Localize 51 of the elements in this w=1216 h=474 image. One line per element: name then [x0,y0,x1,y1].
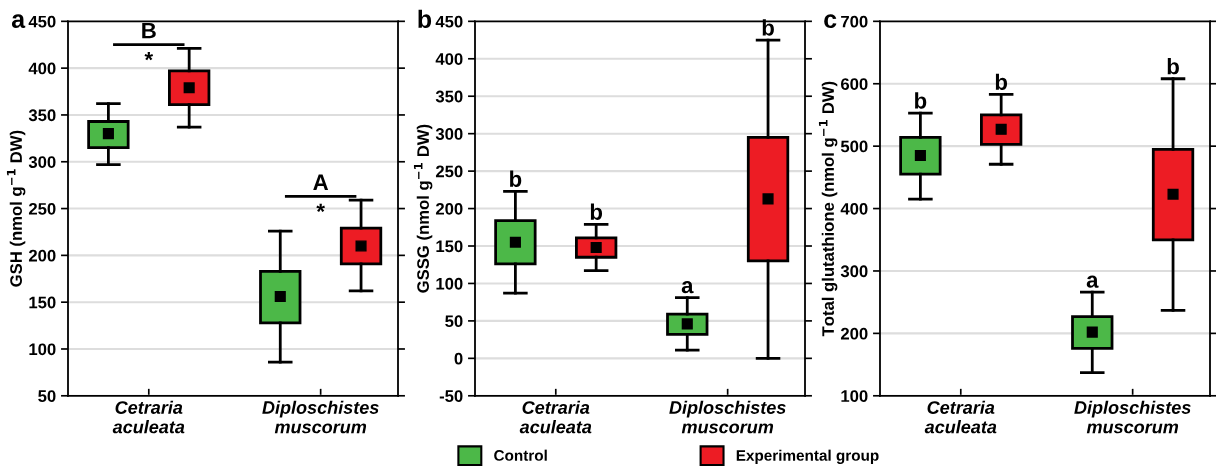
y-axis-title: GSSG (nmol g$^{−1}$ DW) [413,124,433,293]
y-tick-label: 200 [840,327,868,340]
x-tick-label: Diploschistes muscorum [1074,400,1191,434]
y-tick-label: 250 [28,202,56,215]
y-tick-label: 450 [435,15,463,28]
legend-label: Control [494,449,547,461]
y-tick-label: 100 [841,390,868,402]
legend-label: Experimental group [736,449,879,464]
y-tick-label: 200 [28,249,56,262]
chart-title: b [418,9,432,29]
y-tick-label: 100 [436,277,463,290]
y-tick-label: 0 [454,352,463,365]
annotation: b [762,19,774,36]
y-tick-label: 100 [29,343,56,356]
y-tick-label: -50 [439,390,463,402]
y-tick-label: 500 [840,140,868,153]
chart-title: c [824,14,837,29]
annotation: B * [142,22,156,61]
y-tick-label: 150 [436,240,463,253]
y-tick-label: 150 [29,296,56,309]
y-tick-label: 700 [841,15,868,28]
y-tick-label: 300 [435,128,463,140]
y-tick-label: 400 [28,62,56,75]
y-tick-label: 350 [28,109,56,122]
y-axis-title: GSH (nmol g$^{−1}$ DW) [6,130,26,287]
annotation: a [681,281,694,294]
y-tick-label: 250 [435,165,463,178]
chart-title: a [11,14,26,29]
y-tick-label: 200 [435,202,463,215]
x-tick-label: Cetraria aculeata [924,400,997,434]
annotation: b [510,170,522,187]
y-axis-title: Total glutathione (nmol g$^{−1}$ DW) [818,81,838,337]
annotation: b [995,73,1008,90]
x-tick-label: Cetraria aculeata [519,400,592,434]
y-tick-label: 300 [28,156,56,168]
annotation: a [1086,275,1099,288]
y-tick-label: 400 [435,53,463,65]
y-tick-label: 450 [28,15,56,28]
y-tick-label: 600 [841,78,868,90]
y-tick-label: 350 [435,90,463,103]
y-tick-label: 50 [38,390,56,402]
annotation: b [1167,58,1179,75]
x-tick-label: Cetraria aculeata [112,400,185,434]
y-tick-label: 50 [445,315,463,328]
annotation: A * [313,174,329,212]
y-tick-label: 300 [840,265,868,278]
y-tick-label: 400 [840,202,868,215]
x-tick-label: Diploschistes muscorum [262,400,379,434]
x-tick-label: Diploschistes muscorum [669,400,786,434]
annotation: b [915,92,927,109]
annotation: b [590,203,603,220]
